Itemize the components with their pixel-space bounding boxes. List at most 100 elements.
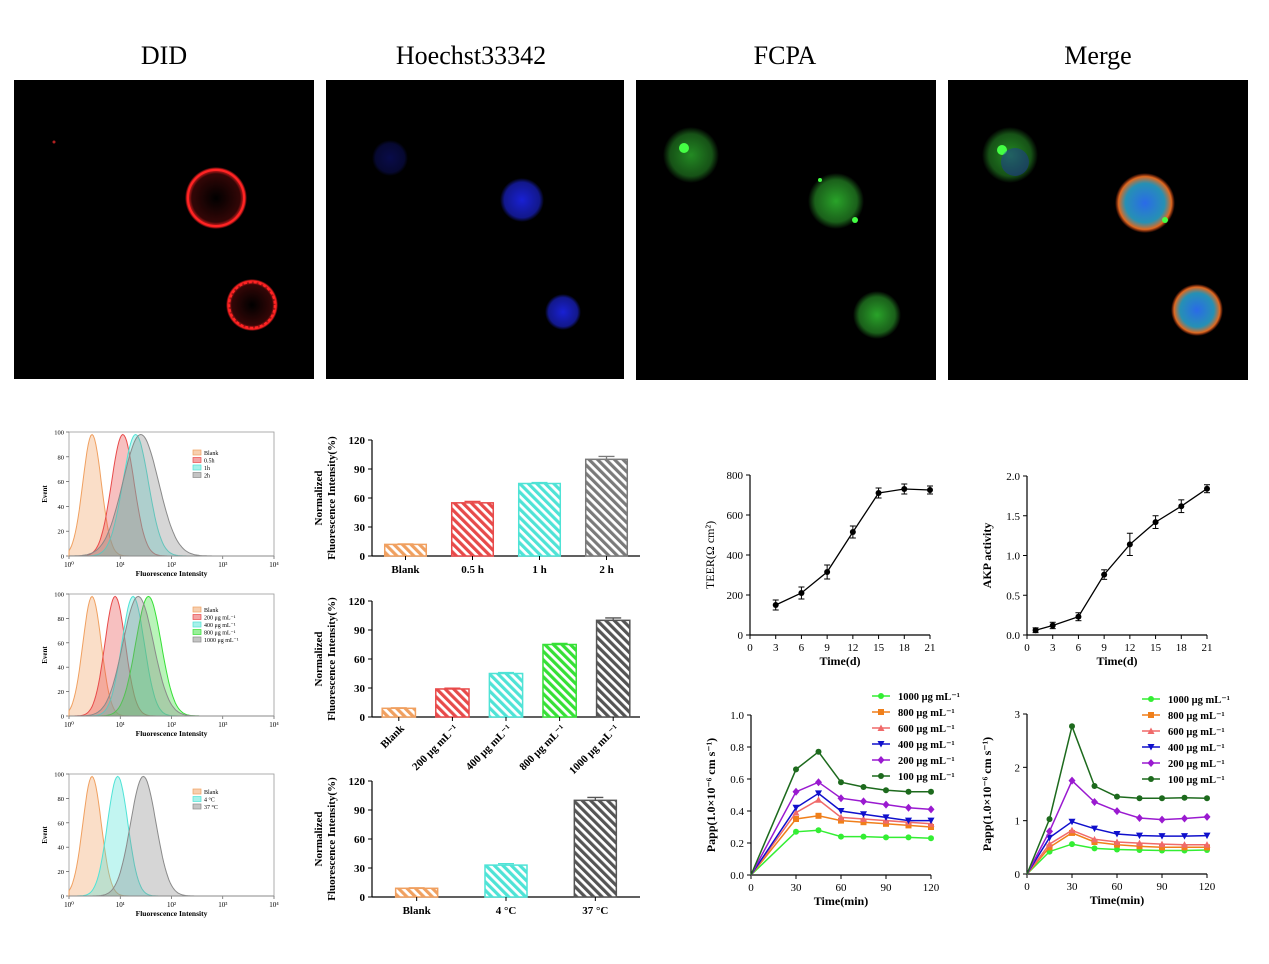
x-tick-label: 12 [1124,642,1135,654]
x-tick-label: 10² [167,561,176,569]
y-axis-label: Normalized [313,632,325,687]
x-tick-label: 4 °C [496,905,517,917]
x-tick-label: 10² [167,721,176,729]
y-tick-label: 30 [354,522,366,534]
x-tick-label: Blank [391,564,420,576]
x-tick-label: 60 [1112,881,1124,893]
x-tick-label: 3 [773,642,779,654]
data-point [1203,841,1211,848]
data-point [1204,795,1210,802]
data-point [1159,795,1165,802]
x-tick-label: 15 [1150,642,1162,654]
y-tick-label: 40 [58,845,65,852]
bar [484,864,528,898]
data-point [1126,541,1133,548]
y-tick-label: 30 [354,863,366,875]
y-tick-label: 100 [54,592,64,599]
y-axis-label: Fluorescence Intensity(%) [326,777,338,901]
y-tick-label: 1.0 [730,710,744,722]
legend-label: 37 °C [204,804,218,811]
x-tick-label: 60 [836,882,848,894]
y-tick-label: 0.0 [1006,630,1020,642]
data-point [860,797,867,806]
data-point [1046,834,1053,842]
legend-label: 100 μg mL⁻¹ [1168,775,1225,786]
data-point [792,809,800,816]
y-tick-label: 0.0 [730,870,744,882]
x-tick-label: 800 μg mL⁻¹ [517,723,567,773]
legend-label: 4 °C [204,797,215,804]
data-point [905,803,912,812]
legend-swatch [192,464,202,471]
y-tick-label: 20 [58,529,65,536]
x-axis-label: Fluorescence Intensity [136,729,208,738]
data-point [798,590,805,596]
panel-title-fcpa: FCPA [754,41,817,70]
data-point [877,756,885,764]
data-point [1148,696,1154,702]
legend-label: 2h [204,474,210,480]
data-point [1136,839,1143,847]
data-point [1046,827,1053,836]
data-point [927,487,933,493]
data-point [905,822,912,829]
data-point [1032,627,1039,634]
legend-label: 800 μg mL⁻¹ [898,708,955,719]
x-tick-label: 37 °C [582,905,608,917]
x-tick-label: 0.5 h [461,564,484,576]
data-point [928,824,934,830]
legend-swatch [192,788,202,795]
micrograph-fcpa [636,80,936,380]
data-point [792,787,800,796]
y-tick-label: 60 [58,820,65,827]
y-tick-label: 2.0 [1006,471,1020,483]
data-point [1113,831,1121,838]
data-point [837,794,845,803]
data-point [1068,818,1076,826]
data-point [878,693,884,699]
data-point [815,812,822,819]
data-point [1075,613,1082,620]
y-tick-label: 0 [360,551,366,563]
x-tick-label: 10¹ [116,561,125,569]
y-axis-label: Normalized [313,471,325,526]
legend-label: Blank [204,451,218,457]
data-point [838,779,844,786]
legend-label: Blank [204,790,218,796]
data-point [882,814,890,821]
y-tick-label: 0 [1015,869,1021,881]
x-tick-label: 10⁴ [269,721,279,729]
data-point [1091,835,1098,843]
x-tick-label: 10⁴ [269,561,279,569]
data-point [878,773,884,779]
data-point [1178,503,1185,510]
data-point [1159,844,1165,851]
data-point [838,817,844,824]
y-axis-label: Event [41,646,49,664]
bar [488,672,524,718]
x-tick-label: 10³ [218,721,227,729]
legend-swatch [192,803,202,810]
data-point [1049,622,1056,629]
x-tick-label: 18 [899,642,911,654]
line-chart-teer: 0 200 400 600 800 0 3 6 9 12 15 18 21 Time(d) TEER(Ω c… [703,470,936,668]
series-line [750,815,932,876]
series-line [1035,488,1208,631]
data-point [927,805,935,814]
legend-label: 600 μg mL⁻¹ [898,724,955,735]
x-tick-label: 10³ [218,561,227,569]
data-point [1068,776,1076,785]
data-point [1147,759,1155,767]
legend-label: 200 μg mL⁻¹ [898,756,955,767]
y-tick-label: 20 [58,689,65,696]
data-point [1181,841,1188,848]
x-tick-label: 30 [1067,881,1079,893]
flow-histogram-flow3: 0 20 40 60 80 100 10⁰ 10¹ 10² 10³ 10⁴ Fluorescence … [41,772,279,919]
y-tick-label: 200 [727,590,744,602]
legend-label: 800 μg mL⁻¹ [1168,711,1225,722]
x-axis-label: Time(min) [814,894,868,908]
data-point [875,490,882,496]
data-point [837,813,845,821]
bar [542,643,577,718]
